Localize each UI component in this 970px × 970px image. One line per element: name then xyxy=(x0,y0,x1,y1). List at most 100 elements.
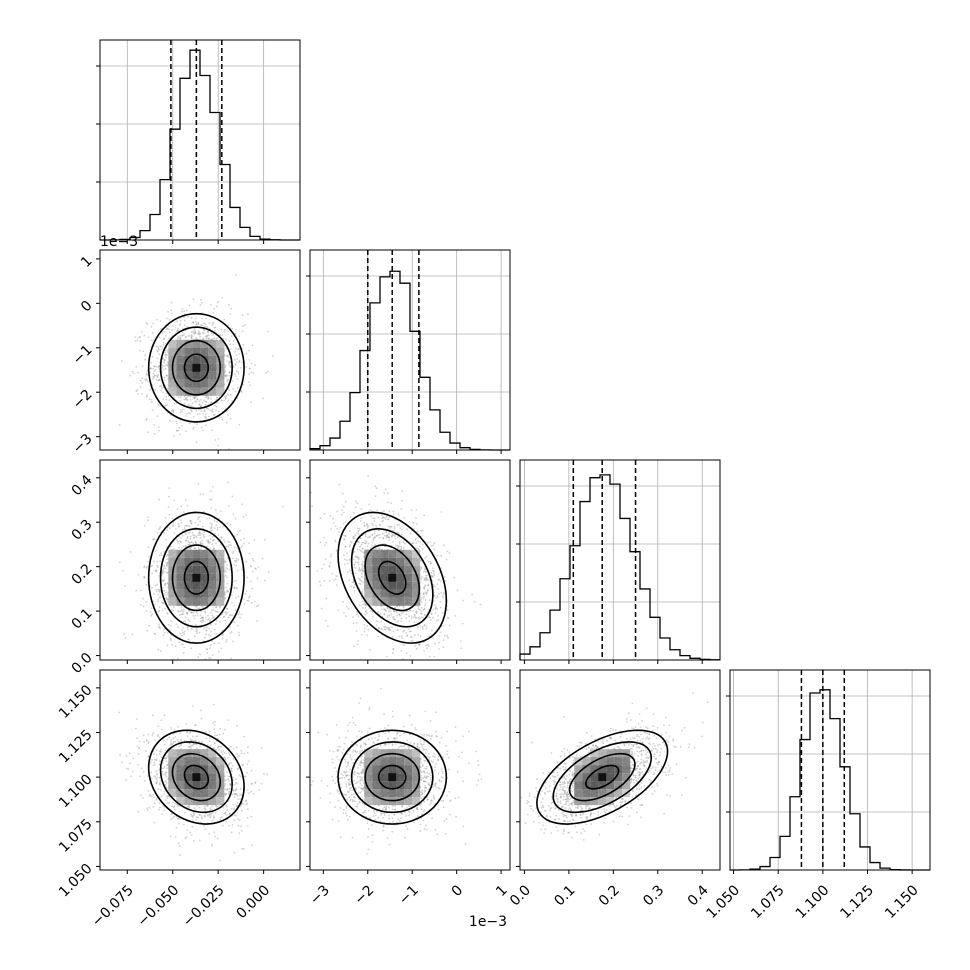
sample-point xyxy=(179,399,182,402)
sample-point xyxy=(211,485,214,488)
density-cell xyxy=(184,589,193,598)
density-cell xyxy=(396,573,405,582)
sample-point xyxy=(442,646,445,648)
sample-point xyxy=(178,546,181,549)
sample-point xyxy=(180,663,182,665)
sample-point xyxy=(254,782,257,784)
sample-point xyxy=(225,574,227,577)
sample-point xyxy=(221,399,223,402)
sample-point xyxy=(400,620,403,622)
sample-point xyxy=(360,633,363,636)
sample-point xyxy=(381,532,384,535)
sample-point xyxy=(219,621,221,623)
sample-point xyxy=(132,770,134,773)
sample-point xyxy=(155,782,158,785)
sample-point xyxy=(201,818,203,820)
sample-point xyxy=(188,404,191,407)
sample-point xyxy=(394,618,396,621)
sample-point xyxy=(200,605,203,608)
sample-point xyxy=(203,408,206,410)
sample-point xyxy=(211,408,214,410)
sample-point xyxy=(218,749,221,751)
sample-point xyxy=(149,585,152,587)
sample-point xyxy=(401,499,404,502)
sample-point xyxy=(377,529,380,532)
sample-point xyxy=(148,740,150,743)
sample-point xyxy=(166,612,169,615)
sample-point xyxy=(183,739,186,742)
sample-point xyxy=(320,607,323,610)
sample-point xyxy=(362,565,365,567)
sample-point xyxy=(229,313,232,315)
sample-point xyxy=(247,599,250,602)
sample-point xyxy=(440,554,442,557)
sample-point xyxy=(424,584,427,587)
contour-2-1-3 xyxy=(337,511,448,644)
sample-point xyxy=(162,580,165,582)
sample-point xyxy=(420,606,423,609)
sample-point xyxy=(221,637,224,640)
sample-point xyxy=(180,613,183,616)
sample-point xyxy=(160,384,163,387)
sample-point xyxy=(217,534,220,536)
sample-point xyxy=(162,391,165,394)
sample-point xyxy=(191,611,194,614)
sample-point xyxy=(202,535,205,537)
sample-point xyxy=(179,323,182,326)
sample-point xyxy=(363,630,366,633)
density-cell xyxy=(388,549,397,558)
sample-point xyxy=(186,628,189,630)
sample-point xyxy=(120,360,123,363)
sample-point xyxy=(168,513,171,516)
sample-point xyxy=(212,548,215,550)
sample-point xyxy=(182,545,185,548)
sample-point xyxy=(152,538,154,541)
sample-point xyxy=(146,372,148,375)
density-cell xyxy=(412,589,421,598)
sample-point xyxy=(207,331,210,334)
density-cell xyxy=(192,549,201,558)
sample-point xyxy=(384,625,386,628)
sample-point xyxy=(157,365,160,368)
sample-point xyxy=(360,550,363,553)
sample-point xyxy=(432,583,435,586)
sample-point xyxy=(190,611,193,614)
sample-point xyxy=(384,609,386,611)
sample-point xyxy=(362,551,364,554)
sample-point xyxy=(179,614,181,616)
sample-point xyxy=(387,536,389,539)
sample-point xyxy=(141,393,143,395)
sample-point xyxy=(158,753,161,755)
sample-point xyxy=(220,536,223,538)
sample-point xyxy=(262,397,264,400)
sample-point xyxy=(145,601,148,603)
sample-point xyxy=(190,744,193,747)
sample-point xyxy=(189,738,192,740)
sample-point xyxy=(376,509,379,512)
sample-point xyxy=(183,633,186,636)
sample-point xyxy=(436,554,439,557)
sample-point xyxy=(205,400,208,403)
sample-point xyxy=(164,354,167,357)
sample-point xyxy=(442,544,445,547)
sample-point xyxy=(156,415,159,418)
sample-point xyxy=(158,736,161,739)
sample-point xyxy=(227,363,230,366)
sample-point xyxy=(352,537,354,540)
sample-point xyxy=(385,656,388,658)
sample-point xyxy=(207,633,210,636)
sample-point xyxy=(199,529,201,532)
density-cell xyxy=(192,339,201,348)
scatter-panel-1-0 xyxy=(96,258,274,454)
sample-point xyxy=(257,566,260,568)
sample-point xyxy=(211,429,214,432)
sample-point xyxy=(424,578,426,581)
sample-point xyxy=(432,567,434,569)
sample-point xyxy=(194,541,197,544)
sample-point xyxy=(201,525,204,528)
density-cell xyxy=(208,363,217,372)
density-cell xyxy=(412,557,421,566)
sample-point xyxy=(193,617,196,620)
sample-point xyxy=(155,569,158,571)
sample-point xyxy=(192,321,195,324)
